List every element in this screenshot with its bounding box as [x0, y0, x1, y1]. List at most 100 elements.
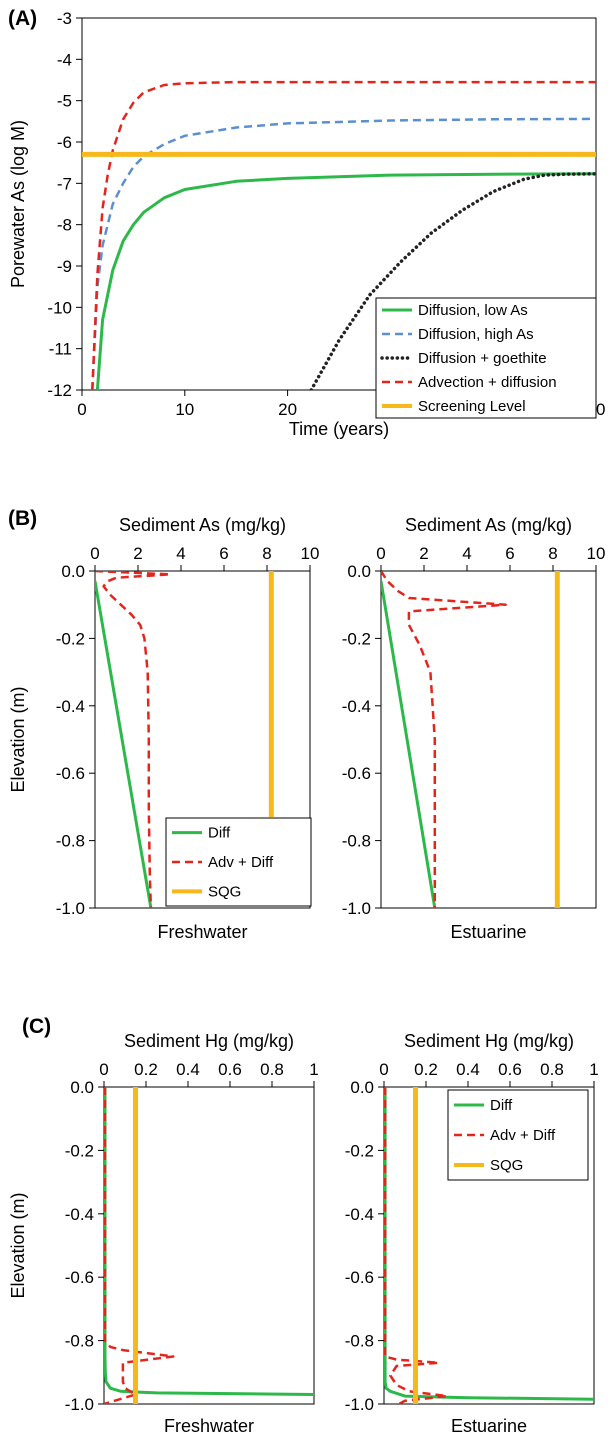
x-tick-label: 0	[90, 544, 99, 563]
panel-c-estuarine-chart: 0 0.2 0.4 0.6 0.8 1 0.0 -0.2 -0.4 -0.6 -0.8 -1.0 Sed…	[345, 1031, 599, 1436]
legend-label: Diff	[490, 1097, 513, 1114]
series-line-diff	[95, 580, 153, 908]
y-tick-label: -0.6	[65, 1268, 94, 1287]
legend-label: Diff	[208, 825, 231, 842]
x-tick-label: 0	[379, 1060, 388, 1079]
y-tick-label: -0.2	[56, 629, 85, 648]
series-line-adv-diff	[95, 571, 172, 908]
y-tick-label: -1.0	[65, 1395, 94, 1414]
x-axis-label: Sediment Hg (mg/kg)	[404, 1031, 574, 1051]
x-axis-label: Sediment Hg (mg/kg)	[124, 1031, 294, 1051]
legend-label: SQG	[208, 883, 241, 900]
y-tick-label: -0.8	[56, 832, 85, 851]
y-axis-label: Elevation (m)	[8, 686, 28, 792]
y-tick-label: -10	[47, 298, 72, 317]
x-axis-label: Sediment As (mg/kg)	[405, 515, 572, 535]
series-line-diff	[381, 580, 437, 908]
y-tick-label: -9	[57, 257, 72, 276]
panel-label-c: (C)	[22, 1015, 51, 1038]
legend-label: Screening Level	[418, 398, 526, 415]
legend: Diff Adv + Diff SQG	[165, 817, 312, 907]
y-tick-label: -1.0	[342, 899, 371, 918]
x-tick-label: 0.8	[540, 1060, 564, 1079]
y-tick-label: -12	[47, 381, 72, 400]
y-tick-label: -1.0	[56, 899, 85, 918]
y-axis-label: Porewater As (log M)	[8, 120, 28, 288]
y-tick-label: -0.8	[342, 832, 371, 851]
legend-label: Diffusion + goethite	[418, 350, 547, 367]
y-tick-label: -0.2	[65, 1141, 94, 1160]
x-tick-label: 0	[77, 400, 86, 419]
x-tick-label: 0	[99, 1060, 108, 1079]
y-tick-label: -0.4	[345, 1205, 374, 1224]
y-tick-label: 0.0	[70, 1078, 94, 1097]
panel-subtitle: Estuarine	[451, 1416, 527, 1436]
x-tick-label: 6	[505, 544, 514, 563]
series-line-advection-diffusion	[91, 80, 596, 390]
y-tick-label: -0.8	[345, 1332, 374, 1351]
x-tick-label: 4	[462, 544, 471, 563]
legend-label: SQG	[490, 1157, 523, 1174]
y-tick-label: -0.2	[345, 1141, 374, 1160]
y-tick-label: -0.2	[342, 629, 371, 648]
x-tick-label: 6	[219, 544, 228, 563]
series-line-diff	[384, 1087, 594, 1401]
y-tick-label: -0.6	[342, 764, 371, 783]
panel-label-b: (B)	[8, 507, 37, 530]
panel-b-estuarine-chart: 0 2 4 6 8 10 0.0 -0.2 -0.4 -0.6 -0.8 -1.0 Sediment A…	[342, 515, 606, 942]
panel-subtitle: Freshwater	[157, 922, 247, 942]
panel-subtitle: Estuarine	[450, 922, 526, 942]
legend: Diff Adv + Diff SQG	[447, 1089, 589, 1181]
series-line-adv-diff	[104, 1087, 175, 1404]
series-line-adv-diff	[381, 571, 507, 908]
legend-box	[375, 297, 597, 419]
x-tick-label: 0.2	[134, 1060, 158, 1079]
legend-label: Adv + Diff	[490, 1127, 556, 1144]
y-axis-label: Elevation (m)	[8, 1192, 28, 1298]
panel-c-freshwater-chart: 0 0.2 0.4 0.6 0.8 1 0.0 -0.2 -0.4 -0.6 -0.8 -1.0 Sed…	[8, 1031, 319, 1436]
x-tick-label: 20	[278, 400, 297, 419]
x-tick-label: 0.4	[456, 1060, 480, 1079]
panel-subtitle: Freshwater	[164, 1416, 254, 1436]
plot-frame	[94, 570, 311, 909]
legend-label: Diffusion, high As	[418, 326, 534, 343]
x-tick-label: 0.6	[498, 1060, 522, 1079]
y-tick-label: -11	[49, 340, 72, 359]
legend-label: Advection + diffusion	[418, 374, 557, 391]
plot-frame	[380, 570, 597, 909]
x-tick-label: 2	[419, 544, 428, 563]
x-tick-label: 0.8	[260, 1060, 284, 1079]
x-tick-label: 0.6	[218, 1060, 242, 1079]
panel-label-a: (A)	[8, 7, 37, 30]
y-tick-label: 0.0	[61, 562, 85, 581]
y-tick-label: 0.0	[350, 1078, 374, 1097]
x-tick-label: 2	[133, 544, 142, 563]
series-line-adv-diff	[384, 1087, 449, 1404]
legend-label: Diffusion, low As	[418, 302, 528, 319]
plot-frame	[81, 17, 597, 391]
series-line-diffusion-goethite	[309, 172, 596, 390]
series-line-diff	[104, 1087, 314, 1396]
panel-b-freshwater-chart: 0 2 4 6 8 10 0.0 -0.2 -0.4 -0.6 -0.8 -1.0 Sediment A…	[8, 515, 319, 942]
series-line-diffusion-low-as	[95, 172, 596, 390]
y-tick-label: -0.4	[56, 697, 85, 716]
y-tick-label: -8	[57, 216, 72, 235]
legend-label: Adv + Diff	[208, 854, 274, 871]
y-tick-label: -0.6	[345, 1268, 374, 1287]
x-tick-label: 10	[301, 544, 320, 563]
x-tick-label: 0.2	[414, 1060, 438, 1079]
y-tick-label: -3	[57, 9, 72, 28]
x-tick-label: 4	[176, 544, 185, 563]
x-tick-label: 0.4	[176, 1060, 200, 1079]
y-tick-label: 0.0	[347, 562, 371, 581]
legend: Diffusion, low As Diffusion, high As Diffu…	[375, 297, 597, 419]
x-tick-label: 10	[587, 544, 606, 563]
y-tick-label: -5	[57, 92, 72, 111]
y-tick-label: -1.0	[345, 1395, 374, 1414]
x-axis-label: Sediment As (mg/kg)	[119, 515, 286, 535]
y-tick-label: -7	[57, 174, 72, 193]
y-tick-label: -0.4	[342, 697, 371, 716]
y-tick-label: -4	[57, 50, 72, 69]
